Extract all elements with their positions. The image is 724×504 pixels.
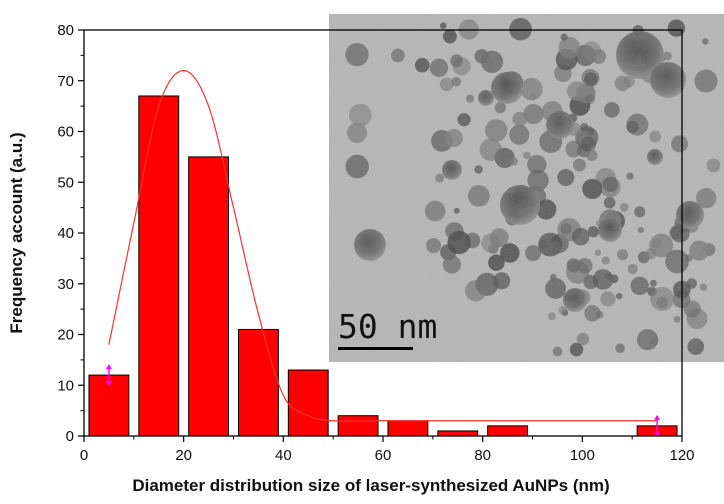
x-tick-label: 120 — [669, 447, 694, 464]
y-axis-title: Frequency account (a.u.) — [7, 132, 26, 333]
x-axis-title: Diameter distribution size of laser-synt… — [132, 476, 609, 495]
error-marker-cap-up — [105, 364, 112, 370]
y-tick-label: 50 — [57, 174, 74, 191]
y-tick-label: 70 — [57, 73, 74, 90]
axis-ticks: 0 20 40 60 80 100 120 0 10 20 30 40 50 60 70 80 — [57, 22, 694, 464]
tem-inset-image: 50 nm — [329, 14, 724, 362]
error-marker-1 — [654, 414, 661, 437]
bar-1 — [138, 95, 180, 437]
y-tick-label: 40 — [57, 225, 74, 242]
y-tick-label: 20 — [57, 327, 74, 344]
y-tick-label: 60 — [57, 124, 74, 141]
scale-bar-label: 50 nm — [338, 307, 437, 346]
bar-3 — [237, 328, 279, 437]
x-tick-label: 60 — [375, 447, 392, 464]
bar-8 — [487, 425, 529, 437]
bar-4 — [287, 369, 329, 437]
bar-series — [88, 95, 678, 437]
error-marker-0 — [105, 364, 112, 387]
y-tick-label: 0 — [66, 428, 74, 445]
bar-6 — [387, 420, 429, 437]
y-tick-label: 80 — [57, 22, 74, 39]
x-tick-label: 0 — [80, 447, 88, 464]
chart-layer — [88, 69, 678, 437]
bar-5 — [337, 415, 379, 437]
x-tick-label: 40 — [275, 447, 292, 464]
scale-bar — [338, 347, 413, 350]
y-tick-label: 10 — [57, 377, 74, 394]
x-tick-label: 20 — [175, 447, 192, 464]
x-tick-label: 100 — [570, 447, 595, 464]
x-tick-label: 80 — [474, 447, 491, 464]
error-marker-cap-up — [654, 414, 661, 420]
error-marker-cap-down — [105, 381, 112, 387]
bar-7 — [437, 430, 479, 437]
y-tick-label: 30 — [57, 276, 74, 293]
bar-2 — [188, 156, 230, 437]
fit-curve — [108, 69, 658, 422]
tem-grain — [329, 14, 724, 362]
error-marker-cap-down — [654, 431, 661, 437]
